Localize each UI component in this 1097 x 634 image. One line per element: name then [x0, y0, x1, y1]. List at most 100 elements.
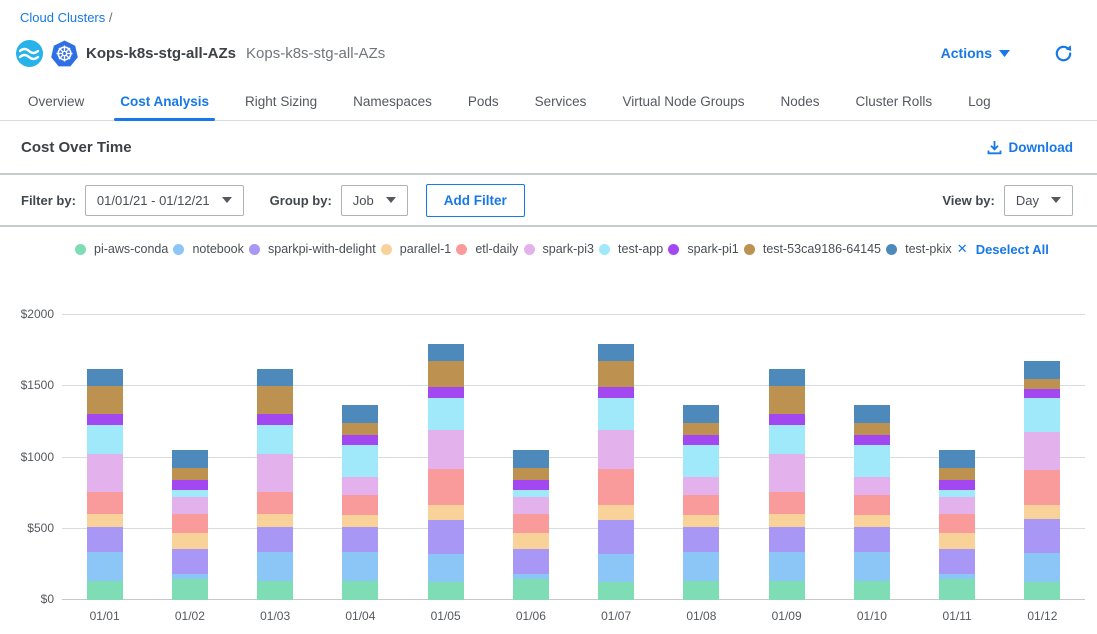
bar-segment-parallel-1[interactable] [768, 513, 805, 528]
bar-segment-test-53ca9186-64145[interactable] [86, 386, 123, 415]
bar-segment-parallel-1[interactable] [939, 533, 976, 549]
bar-segment-test-pkix[interactable] [1024, 360, 1061, 380]
bar-segment-spark-pi1[interactable] [598, 387, 635, 398]
tab-nodes[interactable]: Nodes [780, 94, 820, 109]
bar-segment-spark-pi3[interactable] [512, 496, 549, 514]
bar-segment-spark-pi3[interactable] [598, 430, 635, 469]
tab-pods[interactable]: Pods [467, 94, 499, 109]
bar-segment-sparkpi-with-delight[interactable] [512, 548, 549, 574]
legend-item-pi-aws-conda[interactable]: pi-aws-conda [75, 242, 168, 256]
bar-segment-spark-pi3[interactable] [171, 496, 208, 514]
bar-segment-spark-pi1[interactable] [1024, 389, 1061, 399]
bar-segment-etl-daily[interactable] [853, 495, 890, 515]
group-by-select[interactable]: Job [340, 184, 408, 216]
bar-segment-spark-pi3[interactable] [342, 477, 379, 496]
bar-segment-sparkpi-with-delight[interactable] [853, 527, 890, 553]
legend-item-sparkpi-with-delight[interactable]: sparkpi-with-delight [249, 242, 376, 256]
stacked-bar-01/10[interactable] [853, 404, 890, 600]
bar-segment-etl-daily[interactable] [939, 513, 976, 534]
bar-segment-test-app[interactable] [171, 489, 208, 497]
bar-segment-test-pkix[interactable] [512, 449, 549, 469]
bar-segment-parallel-1[interactable] [683, 514, 720, 528]
bar-segment-spark-pi1[interactable] [768, 414, 805, 425]
bar-segment-spark-pi1[interactable] [683, 434, 720, 445]
tab-right-sizing[interactable]: Right Sizing [245, 94, 318, 109]
bar-segment-test-53ca9186-64145[interactable] [939, 468, 976, 481]
bar-segment-notebook[interactable] [342, 552, 379, 582]
stacked-bar-01/12[interactable] [1024, 360, 1061, 600]
bar-segment-notebook[interactable] [853, 552, 890, 582]
bar-segment-notebook[interactable] [598, 553, 635, 583]
bar-segment-test-53ca9186-64145[interactable] [171, 468, 208, 481]
bar-segment-test-pkix[interactable] [939, 449, 976, 469]
bar-segment-etl-daily[interactable] [257, 492, 294, 514]
bar-segment-notebook[interactable] [512, 573, 549, 579]
date-range-select[interactable]: 01/01/21 - 01/12/21 [84, 184, 244, 216]
add-filter-button[interactable]: Add Filter [425, 183, 525, 217]
bar-segment-pi-aws-conda[interactable] [257, 580, 294, 600]
bar-segment-test-53ca9186-64145[interactable] [342, 422, 379, 435]
bar-segment-spark-pi3[interactable] [257, 453, 294, 493]
bar-segment-notebook[interactable] [768, 551, 805, 581]
deselect-all-button[interactable]: ✕ Deselect All [957, 241, 1049, 257]
bar-segment-test-app[interactable] [512, 489, 549, 497]
bar-segment-sparkpi-with-delight[interactable] [171, 548, 208, 574]
bar-segment-notebook[interactable] [939, 573, 976, 579]
bar-segment-test-app[interactable] [86, 424, 123, 454]
bar-segment-test-53ca9186-64145[interactable] [853, 422, 890, 435]
stacked-bar-01/03[interactable] [257, 369, 294, 600]
bar-segment-spark-pi1[interactable] [342, 434, 379, 445]
bar-segment-test-app[interactable] [257, 424, 294, 454]
bar-segment-pi-aws-conda[interactable] [427, 582, 464, 600]
bar-segment-sparkpi-with-delight[interactable] [86, 527, 123, 552]
bar-segment-parallel-1[interactable] [512, 533, 549, 549]
bar-segment-spark-pi3[interactable] [1024, 431, 1061, 470]
stacked-bar-01/02[interactable] [171, 449, 208, 600]
bar-segment-pi-aws-conda[interactable] [86, 580, 123, 600]
bar-segment-spark-pi3[interactable] [939, 496, 976, 514]
tab-cost-analysis[interactable]: Cost Analysis [114, 85, 215, 121]
stacked-bar-01/09[interactable] [768, 369, 805, 600]
legend-item-notebook[interactable]: notebook [173, 242, 244, 256]
actions-button[interactable]: Actions [941, 45, 1010, 61]
bar-segment-pi-aws-conda[interactable] [342, 581, 379, 600]
bar-segment-test-53ca9186-64145[interactable] [512, 468, 549, 481]
stacked-bar-01/07[interactable] [598, 343, 635, 600]
bar-segment-pi-aws-conda[interactable] [1024, 582, 1061, 600]
legend-item-parallel-1[interactable]: parallel-1 [380, 242, 451, 256]
bar-segment-test-app[interactable] [1024, 398, 1061, 432]
bar-segment-etl-daily[interactable] [427, 468, 464, 506]
bar-segment-test-pkix[interactable] [86, 369, 123, 387]
bar-segment-sparkpi-with-delight[interactable] [257, 527, 294, 552]
legend-item-test-pkix[interactable]: test-pkix [886, 242, 952, 256]
bar-segment-parallel-1[interactable] [86, 513, 123, 528]
bar-segment-sparkpi-with-delight[interactable] [1024, 518, 1061, 553]
bar-segment-etl-daily[interactable] [512, 513, 549, 534]
bar-segment-notebook[interactable] [86, 551, 123, 581]
bar-segment-test-53ca9186-64145[interactable] [683, 422, 720, 435]
bar-segment-test-53ca9186-64145[interactable] [257, 386, 294, 415]
bar-segment-test-app[interactable] [683, 444, 720, 478]
bar-segment-notebook[interactable] [257, 551, 294, 581]
tab-cluster-rolls[interactable]: Cluster Rolls [855, 94, 933, 109]
bar-segment-sparkpi-with-delight[interactable] [768, 527, 805, 552]
bar-segment-test-pkix[interactable] [598, 343, 635, 361]
tab-overview[interactable]: Overview [28, 94, 85, 109]
bar-segment-test-53ca9186-64145[interactable] [768, 386, 805, 415]
stacked-bar-01/01[interactable] [86, 369, 123, 600]
bar-segment-test-pkix[interactable] [342, 404, 379, 423]
stacked-bar-01/08[interactable] [683, 404, 720, 600]
legend-item-spark-pi1[interactable]: spark-pi1 [668, 242, 739, 256]
stacked-bar-01/04[interactable] [342, 404, 379, 600]
bar-segment-test-app[interactable] [598, 397, 635, 431]
bar-segment-notebook[interactable] [683, 552, 720, 582]
bar-segment-test-53ca9186-64145[interactable] [427, 360, 464, 387]
bar-segment-sparkpi-with-delight[interactable] [683, 527, 720, 553]
bar-segment-etl-daily[interactable] [683, 495, 720, 515]
bar-segment-notebook[interactable] [427, 553, 464, 583]
bar-segment-notebook[interactable] [1024, 552, 1061, 583]
bar-segment-test-53ca9186-64145[interactable] [1024, 379, 1061, 390]
bar-segment-sparkpi-with-delight[interactable] [342, 527, 379, 553]
stacked-bar-01/06[interactable] [512, 449, 549, 600]
bar-segment-pi-aws-conda[interactable] [939, 578, 976, 600]
